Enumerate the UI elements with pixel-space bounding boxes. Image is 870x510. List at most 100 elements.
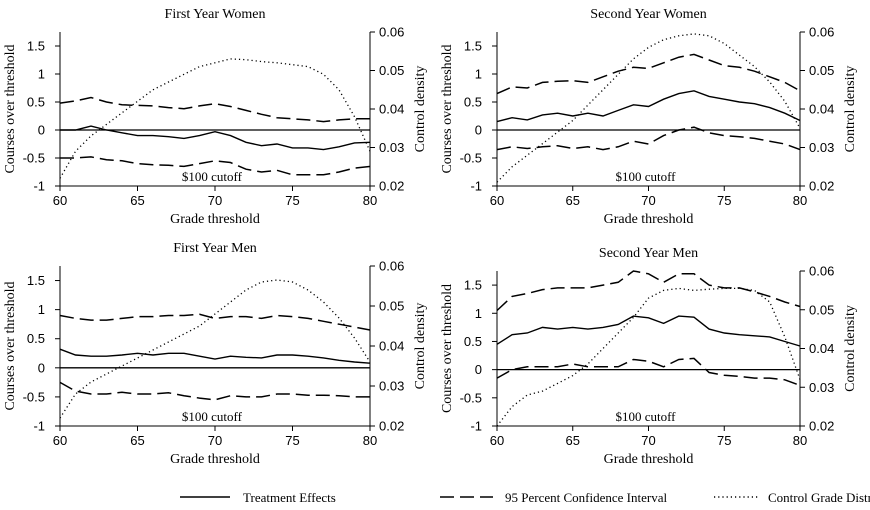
cutoff-annotation: $100 cutoff — [615, 409, 676, 424]
y2-axis-label: Control density — [413, 66, 428, 153]
x-tick-label: 75 — [717, 433, 731, 448]
y-tick-label: -0.5 — [460, 390, 482, 405]
y2-tick-label: 0.04 — [809, 102, 834, 117]
chart-title: First Year Women — [165, 7, 266, 22]
y2-tick-label: 0.02 — [809, 179, 834, 194]
y-tick-label: 0.5 — [464, 334, 482, 349]
x-tick-label: 65 — [566, 433, 580, 448]
x-tick-label: 60 — [490, 193, 504, 208]
y2-tick-label: 0.06 — [379, 259, 404, 274]
y2-tick-label: 0.02 — [809, 419, 834, 434]
y-tick-label: -1 — [33, 419, 45, 434]
cutoff-annotation: $100 cutoff — [182, 169, 243, 184]
x-axis-label: Grade threshold — [604, 212, 694, 227]
legend-label: Control Grade Distribution — [768, 490, 870, 505]
x-tick-label: 60 — [53, 433, 67, 448]
chart-title: Second Year Men — [599, 246, 698, 261]
y-tick-label: 0.5 — [27, 95, 45, 110]
y-tick-label: -0.5 — [23, 151, 45, 166]
x-tick-label: 75 — [717, 193, 731, 208]
legend-label: 95 Percent Confidence Interval — [505, 490, 667, 505]
y-axis-label: Courses over threshold — [440, 44, 455, 173]
series-line-dashed — [496, 126, 801, 151]
y-tick-label: -0.5 — [23, 389, 45, 404]
y-axis-label: Courses over threshold — [3, 281, 18, 410]
x-tick-label: 80 — [363, 193, 377, 208]
y-tick-label: -1 — [470, 179, 482, 194]
chart-title: Second Year Women — [590, 7, 706, 22]
chart-panel-1: First Year Women 60 65 70 75 80 -1 -0.5 0 0.5 1 1.5… — [3, 7, 428, 227]
x-tick-label: 70 — [208, 193, 222, 208]
cutoff-annotation: $100 cutoff — [182, 409, 243, 424]
series-line-solid — [60, 125, 371, 151]
y-tick-label: 0 — [38, 360, 45, 375]
x-tick-label: 65 — [130, 433, 144, 448]
x-tick-label: 60 — [490, 433, 504, 448]
y2-tick-label: 0.05 — [809, 302, 834, 317]
chart-title: First Year Men — [173, 241, 257, 256]
y-axis-label: Courses over threshold — [440, 284, 455, 413]
y-tick-label: 1.5 — [27, 273, 45, 288]
series-line-solid — [496, 90, 801, 123]
series-line-dashed — [59, 313, 371, 331]
y-tick-label: 0 — [475, 123, 482, 138]
y2-tick-label: 0.02 — [379, 179, 404, 194]
y-tick-label: 0.5 — [464, 95, 482, 110]
y-tick-label: -0.5 — [460, 151, 482, 166]
x-axis-label: Grade threshold — [170, 452, 260, 467]
series-line-dashed — [59, 96, 370, 123]
y2-tick-label: 0.03 — [809, 140, 834, 155]
x-tick-label: 70 — [641, 193, 655, 208]
x-tick-label: 75 — [285, 193, 299, 208]
y2-axis-label: Control density — [843, 305, 858, 392]
y-tick-label: -1 — [470, 419, 482, 434]
series-line-dotted — [496, 287, 801, 427]
y-tick-label: 1.5 — [464, 278, 482, 293]
series-line-dashed — [59, 381, 370, 401]
series-line-dashed — [496, 357, 801, 387]
x-tick-label: 75 — [285, 433, 299, 448]
x-tick-label: 80 — [793, 433, 807, 448]
series-line-solid — [59, 348, 371, 364]
y-tick-label: -1 — [33, 179, 45, 194]
y2-tick-label: 0.05 — [809, 63, 834, 78]
y2-tick-label: 0.05 — [379, 299, 404, 314]
series-line-dashed — [496, 270, 801, 312]
y2-tick-label: 0.04 — [379, 339, 404, 354]
y2-tick-label: 0.04 — [809, 341, 834, 356]
y2-tick-label: 0.02 — [379, 419, 404, 434]
chart-panel-3: First Year Men 60 65 70 75 80 -1 -0.5 0 0.5 1 1.5 0.… — [3, 241, 428, 467]
series-line-dotted — [496, 33, 801, 183]
x-tick-label: 70 — [641, 433, 655, 448]
y-tick-label: 1 — [38, 302, 45, 317]
series-line-dotted — [59, 58, 371, 179]
x-tick-label: 70 — [208, 433, 222, 448]
y-tick-label: 1 — [475, 306, 482, 321]
x-tick-label: 80 — [793, 193, 807, 208]
series-line-dashed — [496, 53, 801, 95]
y2-axis-label: Control density — [843, 66, 858, 153]
chart-panel-4: Second Year Men 60 65 70 75 80 -1 -0.5 0 0.5 1 1.5 0… — [440, 246, 858, 467]
legend: Treatment Effects 95 Percent Confidence I… — [180, 490, 870, 505]
y-tick-label: 0 — [38, 123, 45, 138]
x-tick-label: 65 — [130, 193, 144, 208]
y2-tick-label: 0.03 — [809, 380, 834, 395]
y2-tick-label: 0.06 — [809, 264, 834, 279]
y2-tick-label: 0.06 — [809, 25, 834, 40]
series-line-solid — [496, 315, 801, 347]
x-tick-label: 65 — [566, 193, 580, 208]
series-line-dotted — [59, 279, 371, 419]
y-tick-label: 1 — [38, 67, 45, 82]
y2-tick-label: 0.06 — [379, 25, 404, 40]
y2-axis-label: Control density — [413, 303, 428, 390]
y2-tick-label: 0.03 — [379, 379, 404, 394]
y-tick-label: 1 — [475, 67, 482, 82]
y2-tick-label: 0.03 — [379, 140, 404, 155]
y-tick-label: 0 — [475, 362, 482, 377]
chart-panel-2: Second Year Women 60 65 70 75 80 -1 -0.5 0 0.5 1 1.… — [440, 7, 858, 227]
y-axis-label: Courses over threshold — [3, 44, 18, 173]
y2-tick-label: 0.05 — [379, 63, 404, 78]
y-tick-label: 1.5 — [464, 39, 482, 54]
x-tick-label: 80 — [363, 433, 377, 448]
